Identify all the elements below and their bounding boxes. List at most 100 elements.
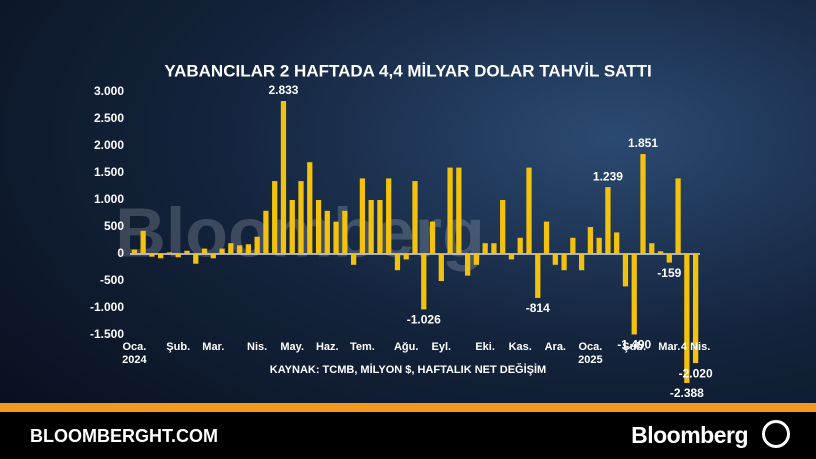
brand: Bloomberg [631,422,748,448]
bar [596,237,602,254]
value-label: -1.490 [617,338,651,352]
bar [438,254,444,281]
bar [535,254,541,298]
bar [421,254,427,310]
value-label: -2.388 [670,386,704,400]
value-label: 1.239 [593,169,623,183]
bar [289,200,295,254]
bar [228,243,234,254]
bar [175,254,181,258]
bar [368,200,374,254]
bar [184,250,190,254]
bar [552,254,558,265]
x-tick-label: Mar. [202,341,225,353]
y-tick-label: 0 [117,246,124,260]
value-label: -1.026 [407,313,441,327]
y-tick-label: 1.000 [94,192,124,206]
bar [377,200,383,254]
value-label: -814 [526,301,550,315]
bar [429,221,436,254]
x-tick-label: Nis. [247,341,268,353]
bar [657,251,664,254]
bar [517,237,523,254]
bar [149,254,155,257]
y-tick-label: 3.000 [94,84,124,98]
x-tick-label: Kas. [508,341,532,353]
bar [666,254,672,263]
bar [324,210,330,254]
bar [464,254,471,276]
bar [622,254,629,287]
bar [614,232,620,254]
x-tick-label: Tem. [349,341,375,353]
value-label: 1.851 [628,136,658,150]
x-tick-label: Şub. [622,341,647,353]
bar [158,254,164,259]
bar [526,167,532,254]
value-label: -2.020 [679,366,713,380]
x-tick-label: 4 Nis. [680,341,711,353]
bar [640,154,646,254]
bar [193,254,199,264]
value-label: -159 [657,266,681,280]
y-tick-label: -1.000 [90,300,124,314]
y-tick-label: 2.500 [94,111,124,125]
y-tick-label: 500 [104,219,124,233]
bar [543,221,550,254]
x-tick-label: May. [280,341,305,353]
bar [456,167,462,254]
bar [692,254,699,364]
x-tick-label: Ara. [544,341,566,353]
bar [307,162,313,254]
chart-title: YABANCILAR 2 HAFTADA 4,4 MİLYAR DOLAR TA… [164,61,651,80]
y-tick-label: 2.000 [94,138,124,152]
x-tick-label: Oca. 2024 [122,341,147,366]
bar [131,249,138,254]
bar [482,243,488,254]
bar [578,254,585,271]
bar [254,236,260,254]
bar [298,181,304,254]
chart: Bloomberg YABANCILAR 2 HAFTADA 4,4 MİLYA… [90,61,713,400]
bar [605,187,611,254]
bar [350,254,357,265]
bar [166,252,173,254]
footer: BLOOMBERGHT.COM Bloomberg [0,412,816,459]
bar [508,254,515,260]
bar [219,248,225,254]
y-tick-label: 1.500 [94,165,124,179]
bar [263,210,269,254]
bar [342,210,348,254]
bar [570,237,576,254]
bar [333,221,339,254]
bar [140,230,146,254]
x-tick-label: Eyl. [431,341,452,353]
bar [403,254,409,260]
bar [675,178,681,254]
x-tick-label: Şub. [166,341,191,353]
logo [762,420,790,448]
bar [491,243,497,254]
source: KAYNAK: TCMB, MİLYON $, HAFTALIK NET DEĞ… [270,363,546,376]
bar [201,248,208,254]
bar [631,254,637,335]
y-tick-label: -500 [100,273,124,287]
bar [210,254,216,259]
y-tick-label: -1.500 [90,327,124,341]
stripe [0,403,816,412]
bar [245,244,252,254]
bar [359,178,366,254]
x-tick-label: Haz. [315,341,339,353]
bar [236,245,243,254]
bar [684,254,690,383]
bar [587,227,594,254]
value-label: 2.833 [268,83,298,97]
bar [386,178,392,254]
bar [280,101,287,254]
bar [447,167,453,254]
bar [649,243,655,254]
bar [412,181,418,254]
x-tick-label: Eki. [475,341,495,353]
bar [315,200,322,254]
